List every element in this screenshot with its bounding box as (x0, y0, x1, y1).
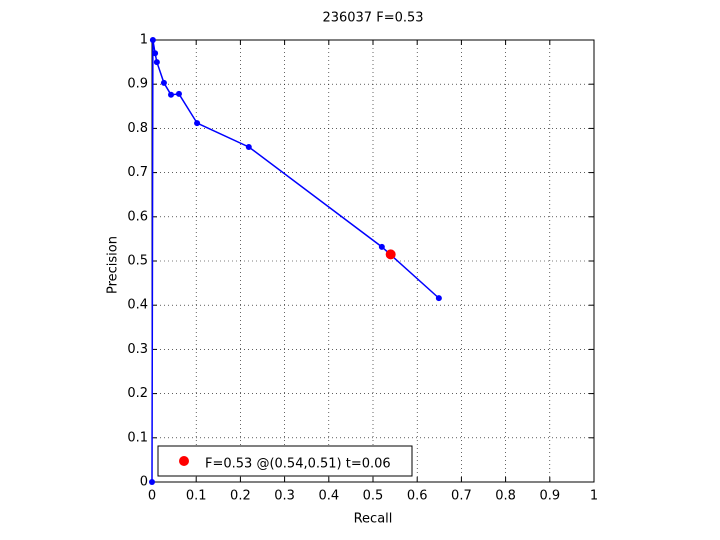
point (194, 120, 201, 127)
y-tick-label: 0.8 (127, 121, 148, 136)
x-tick-label: 0.2 (230, 489, 251, 504)
y-tick-label: 0 (140, 475, 148, 490)
point (149, 479, 155, 485)
y-tick-label: 0.4 (127, 298, 148, 313)
x-tick-label: 0.9 (539, 489, 560, 504)
x-tick-label: 0.8 (495, 489, 516, 504)
x-tick-label: 0.4 (318, 489, 339, 504)
y-tick-label: 0.2 (127, 386, 148, 401)
y-tick-label: 0.7 (127, 165, 148, 180)
y-tick-label: 0.5 (127, 254, 148, 269)
point (385, 249, 396, 260)
x-tick-label: 0.1 (186, 489, 207, 504)
y-tick-label: 0.1 (127, 430, 148, 445)
point (245, 143, 252, 150)
point (160, 79, 167, 86)
point (152, 50, 159, 57)
point (435, 295, 442, 302)
y-tick-label: 0.9 (127, 77, 148, 92)
point (175, 90, 182, 97)
point (153, 59, 160, 66)
point (168, 91, 175, 98)
x-tick-label: 0 (148, 489, 156, 504)
y-tick-label: 0.3 (127, 342, 148, 357)
x-tick-label: 0.3 (274, 489, 295, 504)
chart-title: 236037 F=0.53 (322, 11, 423, 26)
x-tick-label: 0.5 (363, 489, 384, 504)
x-tick-label: 1 (590, 489, 598, 504)
legend-label: F=0.53 @(0.54,0.51) t=0.06 (205, 457, 391, 472)
point (378, 243, 385, 250)
legend (157, 445, 413, 477)
x-tick-label: 0.6 (407, 489, 428, 504)
y-tick-label: 0.6 (127, 209, 148, 224)
y-tick-label: 1 (140, 33, 148, 48)
x-axis-label: Recall (354, 512, 393, 527)
y-axis-label: Precision (106, 236, 121, 294)
point (149, 37, 156, 43)
legend-marker (179, 456, 189, 466)
x-tick-label: 0.7 (451, 489, 472, 504)
